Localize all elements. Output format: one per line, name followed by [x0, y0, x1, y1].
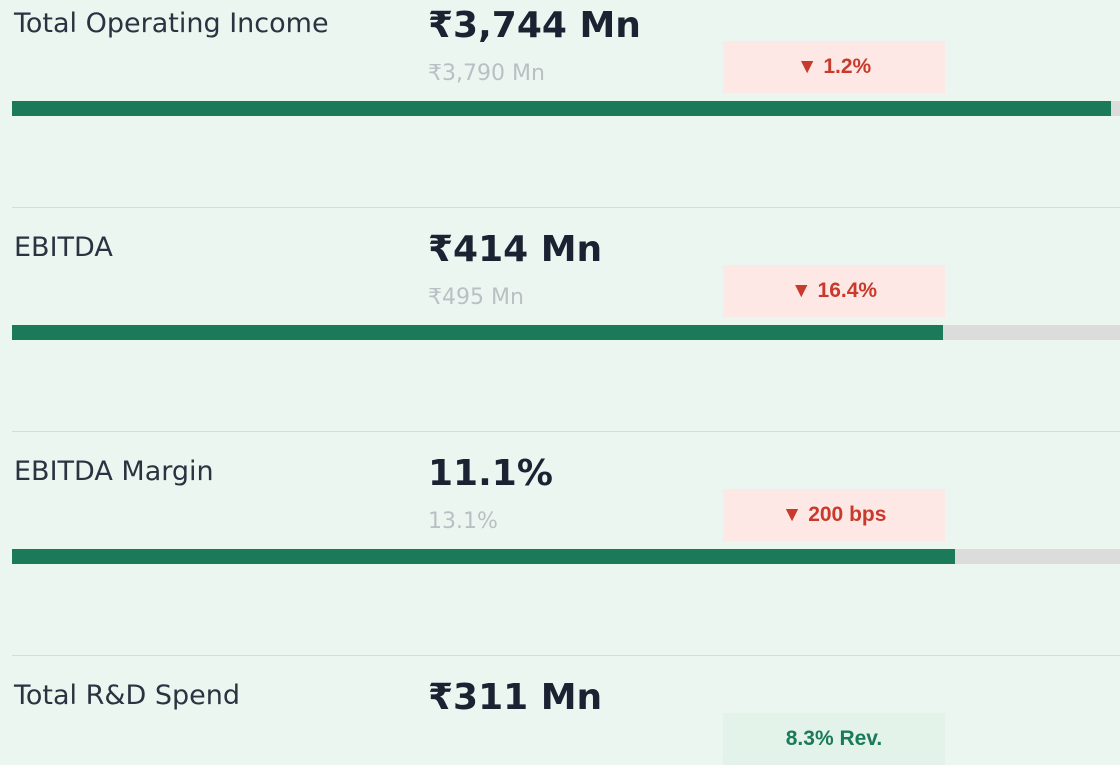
- progress-track: [12, 325, 1120, 340]
- metric-label: EBITDA: [14, 232, 113, 263]
- current-value: 11.1%: [428, 453, 553, 494]
- separator: [12, 655, 1120, 656]
- change-badge: ▼ 1.2%: [723, 41, 945, 93]
- metric-label: Total R&D Spend: [14, 680, 240, 711]
- current-value: ₹311 Mn: [428, 677, 603, 718]
- change-badge: ▼ 200 bps: [723, 489, 945, 541]
- separator: [12, 431, 1120, 432]
- previous-value: ₹495 Mn: [428, 285, 524, 310]
- progress-fill: [12, 549, 956, 564]
- change-badge: 8.3% Rev.: [723, 713, 945, 765]
- progress-track: [12, 549, 1120, 564]
- metric-label: Total Operating Income: [14, 8, 329, 39]
- page: Total Operating Income ₹3,744 Mn ₹3,790 Mn…: [12, 5, 1120, 750]
- progress-fill: [12, 325, 943, 340]
- separator: [12, 207, 1120, 208]
- current-value: ₹414 Mn: [428, 229, 603, 270]
- previous-value: ₹3,790 Mn: [428, 61, 545, 86]
- metric-label: EBITDA Margin: [14, 456, 214, 487]
- progress-fill: [12, 101, 1112, 116]
- previous-value: 13.1%: [428, 509, 498, 534]
- progress-track: [12, 101, 1120, 116]
- current-value: ₹3,744 Mn: [428, 5, 641, 46]
- change-badge: ▼ 16.4%: [723, 265, 945, 317]
